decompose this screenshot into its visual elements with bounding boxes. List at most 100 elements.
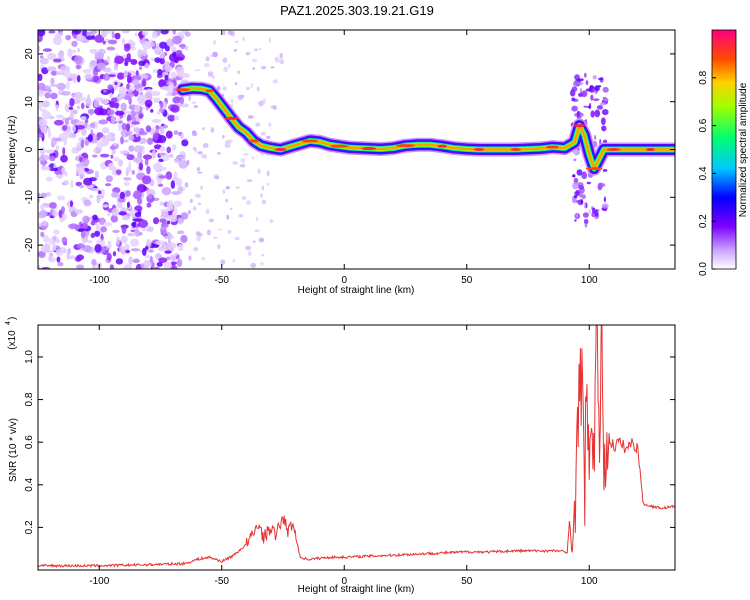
spectrogram-speckle [583,202,587,209]
spectrogram-speckle [171,46,177,53]
spectrogram-speckle [173,206,178,216]
spectrogram-speckle [217,228,223,231]
spectrogram-speckle [187,210,191,215]
spectrogram-speckle [121,225,127,234]
spectrogram-speckle [590,94,594,101]
spectrogram-speckle [151,30,158,39]
spectrogram-speckle [64,171,68,177]
spectrogram-speckle [217,152,221,155]
spectrogram-speckle [106,252,112,261]
spectrogram-speckle [154,266,160,269]
spectrogram-speckle [69,73,78,79]
spectrogram-speckle [110,154,114,159]
spectrogram-speckle [195,193,201,198]
spectrogram-speckle [69,111,75,119]
spectrogram-speckle [585,88,592,92]
spectrogram-speckle [41,110,52,120]
spectrogram-speckle [260,193,263,198]
spectrogram-speckle [110,102,119,108]
spectrogram-speckle [576,169,583,176]
spectrogram-speckle [227,229,232,234]
spectrogram-speckle [38,265,41,269]
spectrogram-speckle [120,235,128,244]
spectrogram-speckle [235,40,239,44]
spectrogram-speckle [94,52,100,57]
spectrogram-speckle [210,127,215,133]
spectrogram-speckle [119,191,126,200]
spectrogram-peak [585,167,603,171]
spectrogram-speckle [115,258,124,265]
spectrogram-speckle [266,170,270,177]
spectrogram-speckle [90,187,101,192]
x-tick-label: 100 [581,576,598,587]
spectrogram-speckle [107,213,111,217]
spectrogram-speckle [138,60,146,67]
spectrogram-speckle [237,70,241,75]
spectrogram-speckle [85,97,92,107]
spectrogram-speckle [599,138,602,145]
spectrogram-speckle [145,125,152,133]
spectrogram-speckle [258,100,264,107]
spectrogram-speckle [245,52,249,55]
x-tick-label: -50 [215,576,230,587]
spectrogram-speckle [102,67,112,73]
spectrogram-speckle [101,188,105,197]
spectrogram-speckle [123,95,131,101]
x-tick-label: 50 [461,576,473,587]
spectrogram-speckle [156,261,163,267]
spectrogram-speckle [152,119,161,123]
snr-scale-label: (x10 [7,330,18,350]
spectrogram-speckle [207,71,214,77]
spectrogram-speckle [211,75,215,79]
spectrogram-speckle [174,158,180,164]
spectrogram-speckle [61,167,66,174]
spectrogram-speckle [150,109,154,113]
spectrogram-peak [248,139,259,143]
spectrogram-speckle [60,91,71,96]
spectrogram-speckle [602,168,608,172]
spectrogram-speckle [232,161,239,165]
spectrogram-speckle [131,169,136,175]
spectrogram-speckle [152,132,159,141]
spectrogram-speckle [574,113,578,117]
spectrogram-speckle [67,48,73,58]
spectrogram-speckle [583,105,588,108]
spectrogram-speckle [136,184,147,193]
spectrogram-speckle [170,104,180,113]
spectrogram-speckle [190,198,193,203]
spectrogram-speckle [95,223,101,232]
spectrogram-speckle [111,191,119,198]
spectrogram-speckle [74,209,84,214]
spectrogram-speckle [107,39,118,45]
snr-panel: -100 -50 0 50 100 0.2 0.4 0.6 0.8 1.0 Height of … [5,317,676,595]
spectrogram-speckle [575,199,582,203]
spectrogram-speckle [142,247,147,256]
spectrogram-speckle [126,130,133,136]
spectrogram-speckle [163,261,173,269]
spectrogram-speckle [57,50,65,60]
spectrogram-speckle [132,221,136,229]
spectrogram-speckle [88,194,94,199]
spectrogram-speckle [61,213,68,221]
spectrogram-speckle [59,31,63,36]
spectrogram-speckle [602,97,609,102]
spectrogram-speckle [81,127,87,136]
snr-background [38,325,675,570]
spectrogram-speckle [592,75,597,80]
spectrogram-speckle [156,110,162,115]
spectrogram-speckle [110,115,116,124]
spectrogram-speckle [174,56,184,61]
spectrogram-speckle [582,212,589,218]
spectrogram-speckle [175,49,183,57]
spectrogram-speckle [601,203,609,209]
spectrogram-speckle [180,235,188,243]
spectrogram-speckle [149,95,153,101]
spectrogram-speckle [38,156,46,162]
spectrogram-speckle [89,122,96,129]
spectrogram-speckle [170,180,176,189]
spectrogram-speckle [266,135,271,139]
spectrogram-speckle [192,206,197,211]
spectrogram-speckle [38,133,44,138]
spectrogram-speckle [41,266,51,269]
spectrogram-speckle [102,40,106,45]
